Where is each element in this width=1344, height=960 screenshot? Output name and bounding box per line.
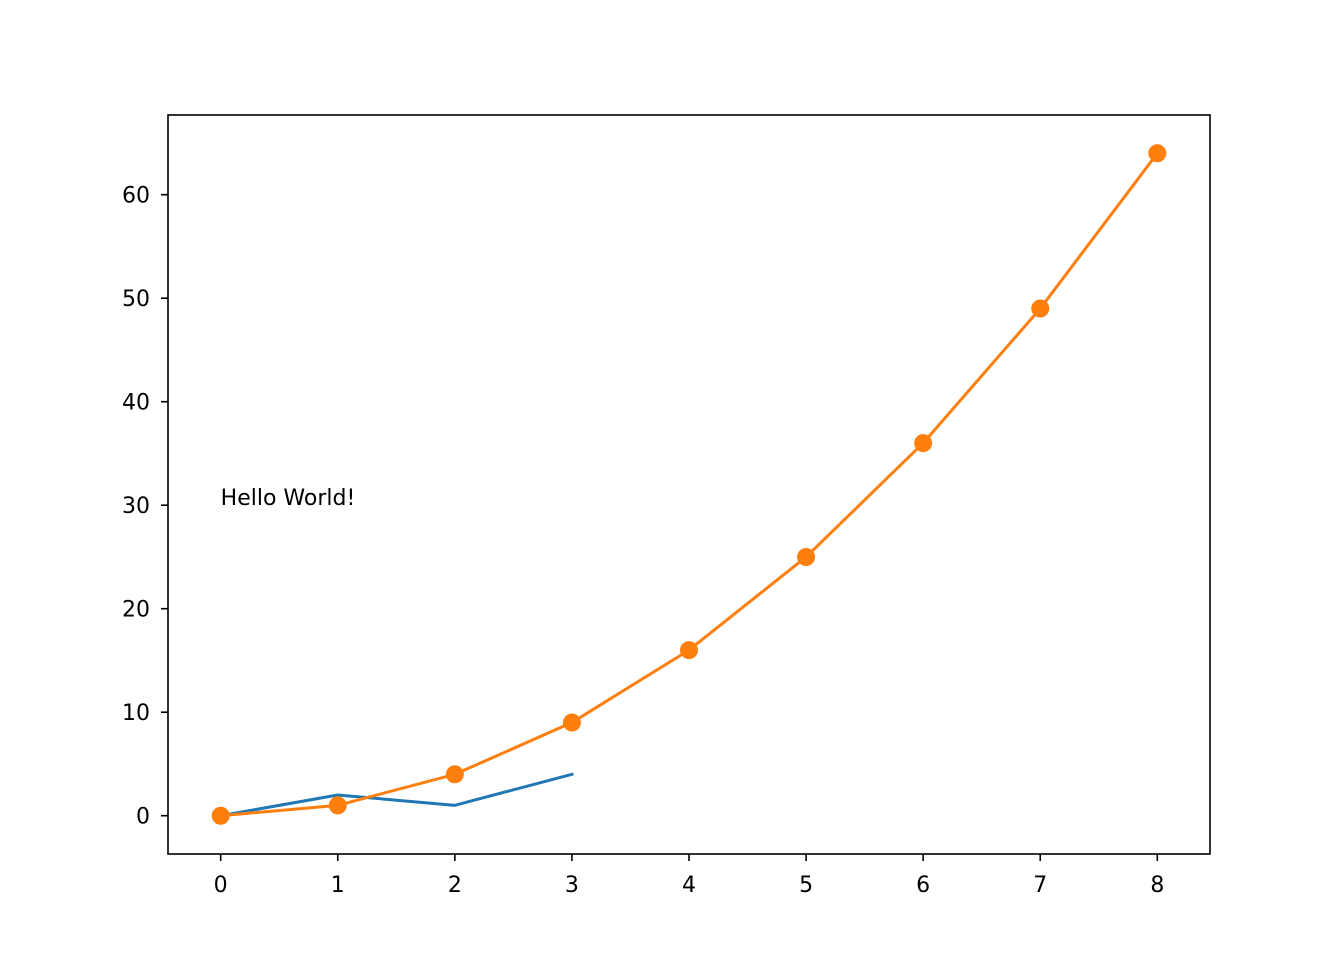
series-2-point xyxy=(445,765,464,784)
y-axis: 0 10 20 30 40 50 60 xyxy=(122,184,168,830)
y-tick-label: 40 xyxy=(122,391,150,416)
x-tick-label: 1 xyxy=(331,873,345,898)
plot-frame xyxy=(167,114,1211,855)
x-axis: 0 1 2 3 4 5 6 7 8 xyxy=(214,854,1164,898)
annotation-text: Hello World! xyxy=(221,486,356,511)
plot-area xyxy=(211,144,1167,825)
series-2-point xyxy=(328,796,347,815)
y-tick-label: 60 xyxy=(122,184,150,209)
y-tick-label: 30 xyxy=(122,494,150,519)
x-tick-label: 5 xyxy=(799,873,813,898)
x-tick-label: 0 xyxy=(214,873,228,898)
series-2-point xyxy=(797,547,816,566)
x-tick-label: 6 xyxy=(916,873,930,898)
x-tick-label: 8 xyxy=(1150,873,1164,898)
y-tick-label: 20 xyxy=(122,598,150,623)
y-tick-label: 10 xyxy=(122,701,150,726)
series-2-point xyxy=(914,434,933,453)
series-1-line xyxy=(218,772,574,818)
x-tick-label: 4 xyxy=(682,873,696,898)
series-2-point xyxy=(211,806,230,825)
series-2-point xyxy=(562,713,581,732)
x-tick-label: 7 xyxy=(1033,873,1047,898)
series-2-point xyxy=(1031,299,1050,318)
series-2-point xyxy=(680,641,698,660)
series-2-point xyxy=(1148,144,1167,163)
y-tick-label: 0 xyxy=(136,805,150,830)
y-tick-label: 50 xyxy=(122,287,150,312)
x-tick-label: 3 xyxy=(565,873,579,898)
annotations: Hello World! xyxy=(221,486,356,511)
x-tick-label: 2 xyxy=(448,873,462,898)
series-2-line xyxy=(219,151,1160,818)
